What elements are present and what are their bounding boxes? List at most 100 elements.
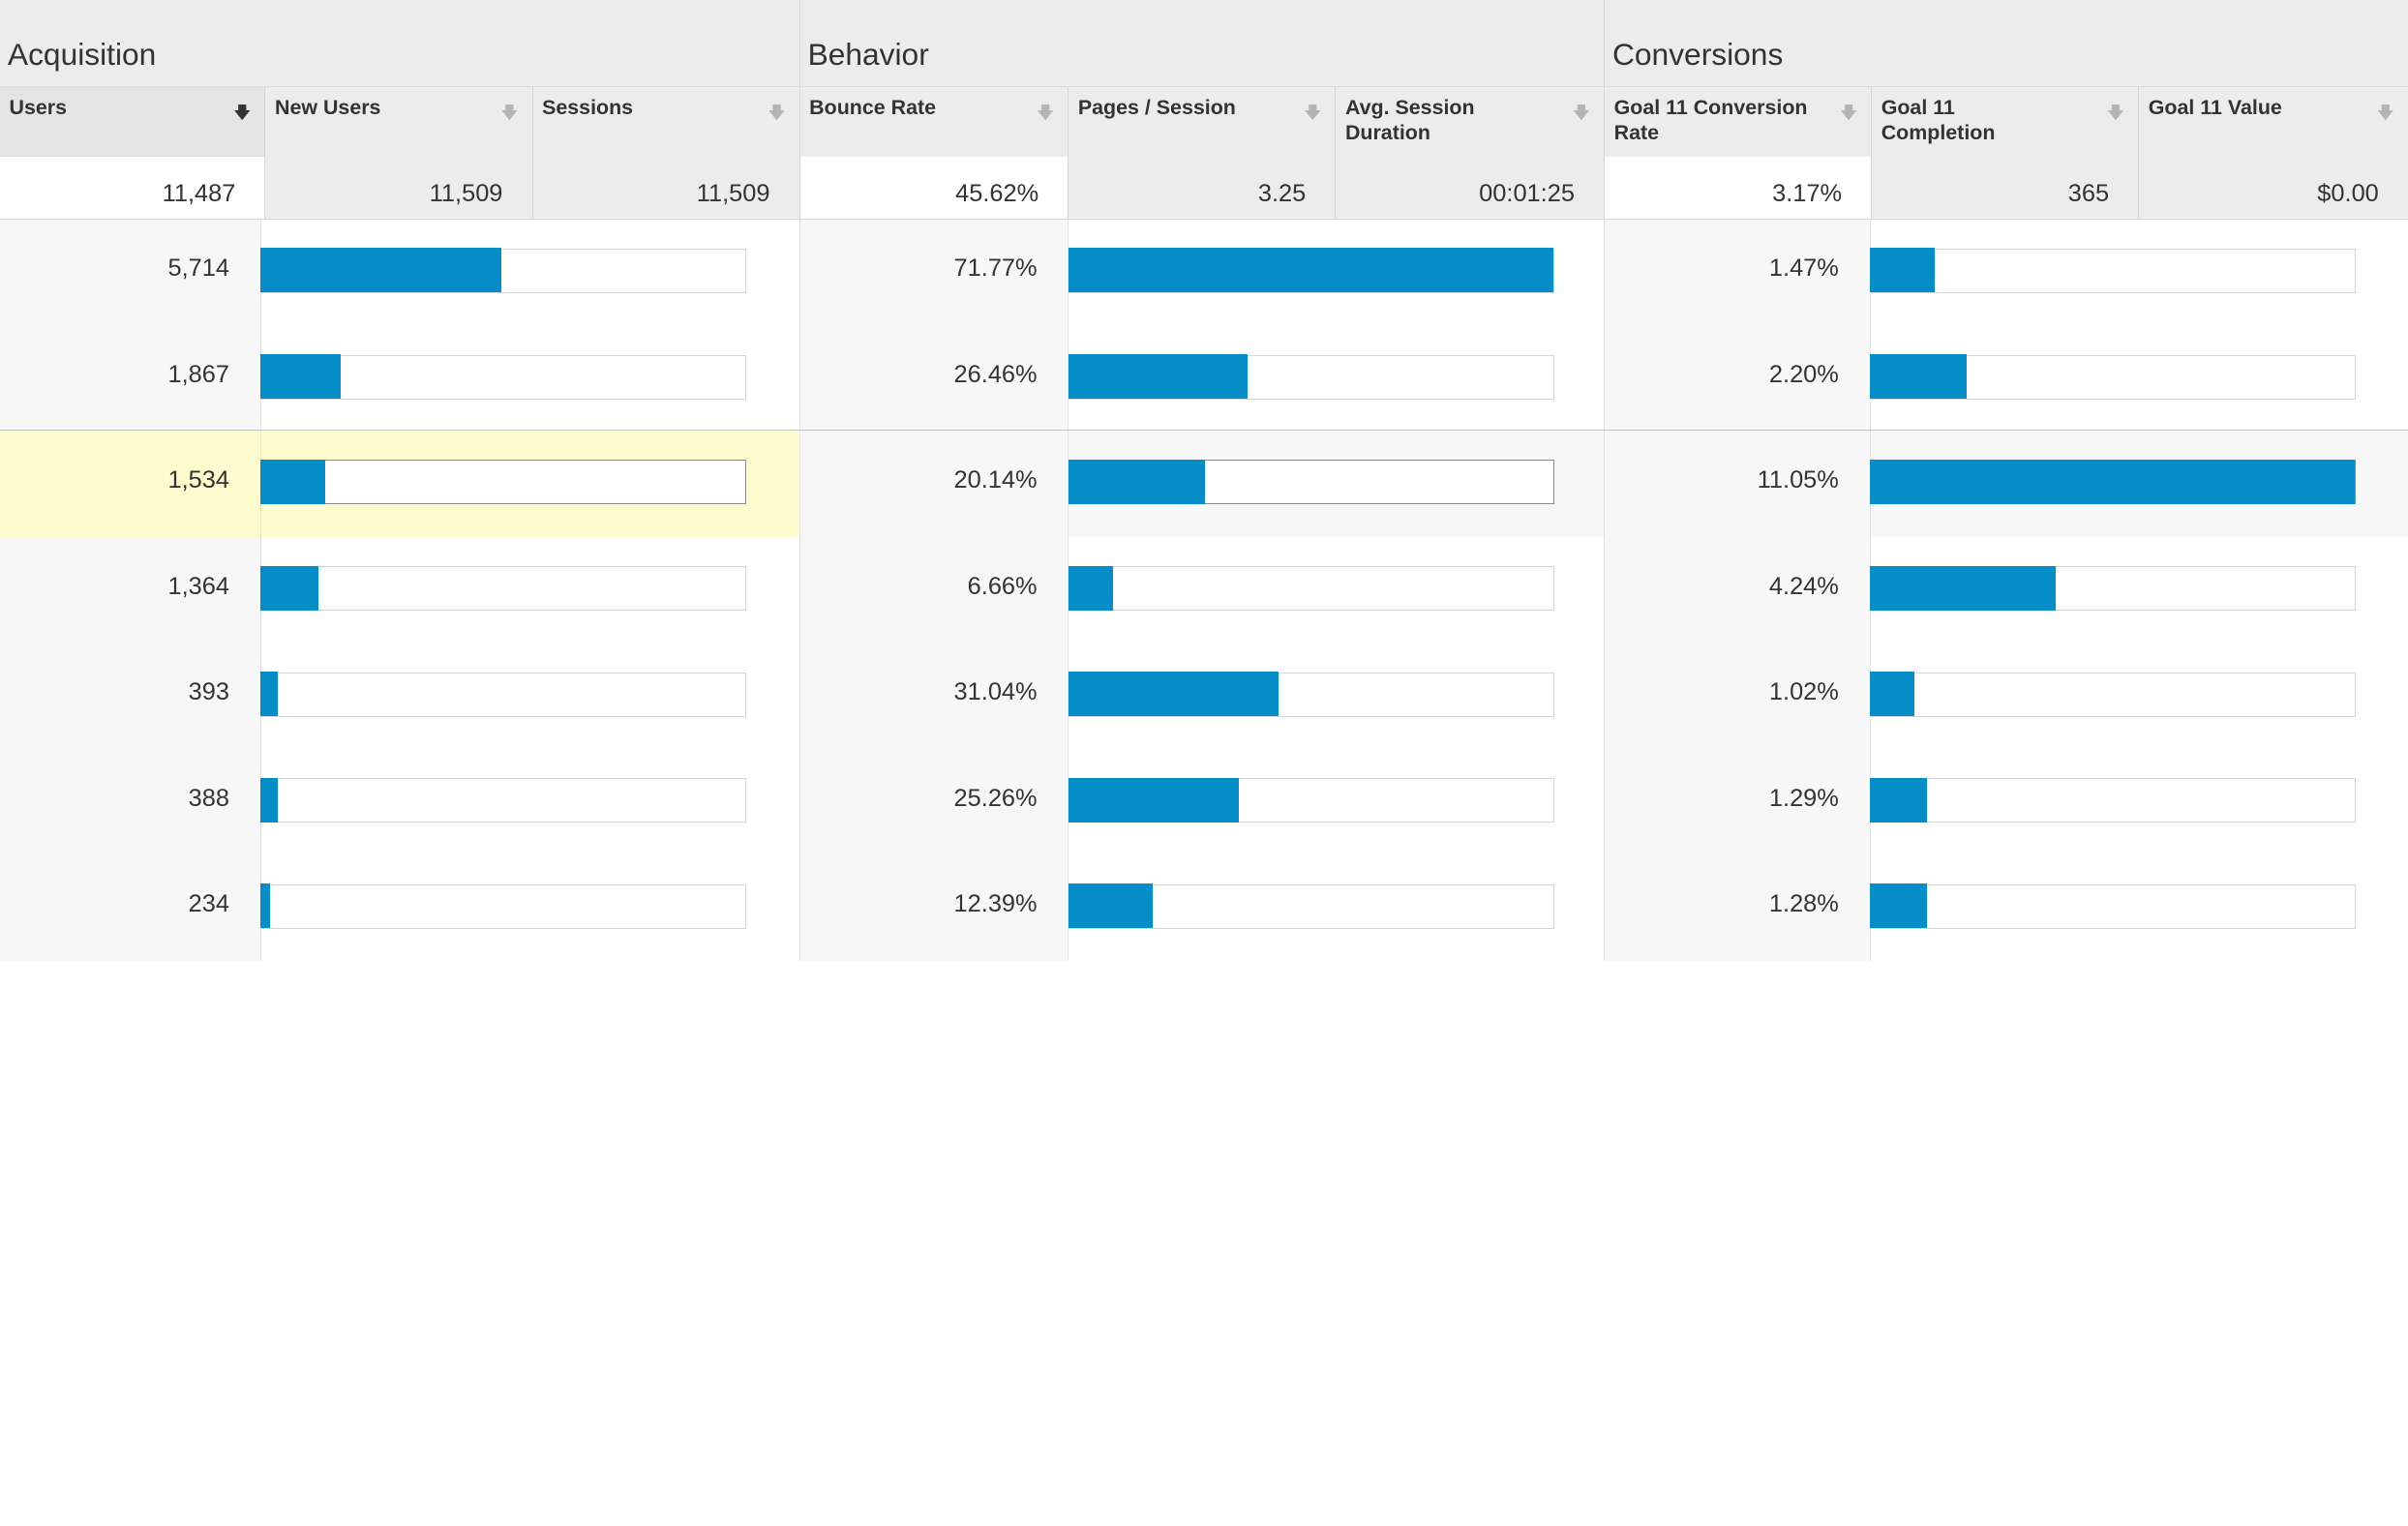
sort-arrow-down-icon[interactable]: 🡇	[500, 102, 519, 122]
total-users-value: 11,487	[162, 179, 236, 207]
table-row[interactable]: 5,714 71.77% 1.47%	[0, 219, 2408, 327]
group-behavior: Behavior	[799, 0, 1606, 86]
column-header-avg-session-duration[interactable]: Avg. Session Duration 🡇	[1336, 85, 1606, 157]
bounce-rate-cell: 12.39%	[799, 854, 1069, 962]
conversion-rate-cell: 2.20%	[1605, 325, 1871, 432]
users-cell: 1,364	[0, 537, 261, 643]
total-goal-value-value: $0.00	[2317, 179, 2379, 207]
column-header-pages-session[interactable]: Pages / Session 🡇	[1069, 85, 1337, 157]
bounce-rate-bar-cell	[1068, 749, 1606, 855]
column-header-goal-completion[interactable]: Goal 11 Completion 🡇	[1872, 85, 2140, 157]
column-header-avg-session-duration-label: Avg. Session Duration	[1344, 96, 1475, 144]
table-row[interactable]: 1,867 26.46% 2.20%	[0, 325, 2408, 432]
column-header-pages-session-label: Pages / Session	[1077, 96, 1236, 120]
table-row-highlighted[interactable]: 1,534 20.14% 11.05%	[0, 430, 2408, 538]
conversion-rate-bar-track	[1870, 883, 2356, 929]
column-header-new-users[interactable]: New Users 🡇	[265, 85, 533, 157]
bounce-rate-value: 6.66%	[967, 572, 1038, 600]
users-bar-track	[260, 459, 747, 505]
bounce-rate-cell: 71.77%	[799, 219, 1069, 326]
sort-arrow-down-icon[interactable]: 🡇	[1304, 102, 1322, 122]
users-bar-cell	[260, 431, 800, 537]
conversion-rate-bar-track	[1870, 459, 2356, 505]
users-bar-fill	[260, 565, 319, 611]
column-header-bounce-rate-label: Bounce Rate	[809, 96, 937, 120]
total-avg-session-duration: 00:01:25	[1336, 156, 1606, 220]
total-goal-completion: 365	[1872, 156, 2140, 220]
sort-arrow-down-icon[interactable]: 🡇	[233, 102, 252, 122]
bounce-rate-bar-cell	[1068, 431, 1606, 537]
column-header-goal-conversion-rate-label: Goal 11 Conversion Rate	[1613, 96, 1808, 144]
users-bar-cell	[260, 854, 800, 962]
total-goal-value: $0.00	[2139, 156, 2408, 220]
bounce-rate-bar-track	[1068, 459, 1554, 505]
table-row[interactable]: 388 25.26% 1.29%	[0, 749, 2408, 856]
table-row[interactable]: 1,364 6.66% 4.24%	[0, 537, 2408, 644]
column-header-goal-conversion-rate[interactable]: Goal 11 Conversion Rate 🡇	[1605, 85, 1873, 157]
column-header-sessions[interactable]: Sessions 🡇	[532, 85, 800, 157]
bounce-rate-bar-fill	[1068, 353, 1249, 399]
users-bar-cell	[260, 537, 800, 643]
total-bounce-rate-value: 45.62%	[955, 179, 1039, 207]
column-header-users[interactable]: Users 🡇	[0, 85, 266, 157]
total-avg-session-duration-value: 00:01:25	[1479, 179, 1575, 207]
bounce-rate-bar-cell	[1068, 325, 1606, 432]
bounce-rate-bar-track	[1068, 248, 1554, 294]
conversion-rate-bar-cell	[1870, 643, 2408, 750]
column-header-goal-value-label: Goal 11 Value	[2148, 96, 2282, 120]
column-header-sessions-label: Sessions	[542, 96, 634, 120]
conversion-rate-bar-cell	[1870, 537, 2408, 643]
conversion-rate-value: 2.20%	[1768, 360, 1839, 388]
column-header-goal-value[interactable]: Goal 11 Value 🡇	[2139, 85, 2408, 157]
users-value: 393	[188, 678, 230, 706]
bounce-rate-bar-cell	[1068, 219, 1606, 326]
table-row[interactable]: 393 31.04% 1.02%	[0, 643, 2408, 751]
conversion-rate-bar-cell	[1870, 219, 2408, 326]
column-header-bounce-rate[interactable]: Bounce Rate 🡇	[799, 85, 1069, 157]
bounce-rate-bar-track	[1068, 672, 1554, 717]
total-bounce-rate: 45.62%	[799, 156, 1069, 220]
sort-arrow-down-icon[interactable]: 🡇	[1037, 102, 1055, 122]
column-header-new-users-label: New Users	[275, 96, 381, 120]
users-bar-cell	[260, 219, 800, 326]
group-conversions: Conversions	[1605, 0, 2408, 86]
table-row[interactable]: 234 12.39% 1.28%	[0, 854, 2408, 962]
conversion-rate-bar-fill	[1870, 248, 1935, 293]
bounce-rate-bar-track	[1068, 777, 1554, 823]
conversion-rate-cell: 4.24%	[1605, 537, 1871, 643]
conversion-rate-value: 1.28%	[1768, 890, 1839, 918]
users-cell: 388	[0, 749, 261, 855]
users-bar-track	[260, 353, 747, 400]
users-bar-track	[260, 248, 747, 294]
conversion-rate-bar-cell	[1870, 431, 2408, 537]
users-cell: 393	[0, 643, 261, 750]
sort-arrow-down-icon[interactable]: 🡇	[768, 102, 786, 122]
users-bar-track	[260, 883, 747, 929]
users-value: 1,867	[167, 360, 230, 388]
conversion-rate-bar-fill	[1870, 353, 1967, 399]
bounce-rate-bar-fill	[1068, 459, 1205, 504]
group-acquisition: Acquisition	[0, 0, 800, 86]
conversion-rate-bar-fill	[1870, 565, 2056, 611]
users-value: 1,534	[167, 465, 230, 494]
total-new-users-value: 11,509	[429, 179, 503, 207]
bounce-rate-value: 71.77%	[953, 254, 1038, 283]
conversion-rate-bar-cell	[1870, 749, 2408, 855]
conversion-rate-bar-track	[1870, 777, 2356, 823]
bounce-rate-bar-track	[1068, 565, 1554, 612]
users-bar-fill	[260, 353, 341, 399]
conversion-rate-cell: 1.02%	[1605, 643, 1871, 750]
users-bar-fill	[260, 672, 278, 717]
bounce-rate-bar-track	[1068, 353, 1554, 400]
sort-arrow-down-icon[interactable]: 🡇	[1839, 102, 1857, 122]
sort-arrow-down-icon[interactable]: 🡇	[1572, 102, 1590, 122]
column-header-goal-completion-label: Goal 11 Completion	[1881, 96, 1996, 144]
total-pages-session: 3.25	[1069, 156, 1337, 220]
total-goal-completion-value: 365	[2067, 179, 2110, 207]
conversion-rate-value: 1.47%	[1768, 254, 1839, 283]
bounce-rate-cell: 6.66%	[799, 537, 1069, 643]
sort-arrow-down-icon[interactable]: 🡇	[2376, 102, 2394, 122]
sort-arrow-down-icon[interactable]: 🡇	[2107, 102, 2124, 122]
users-value: 234	[188, 890, 230, 918]
